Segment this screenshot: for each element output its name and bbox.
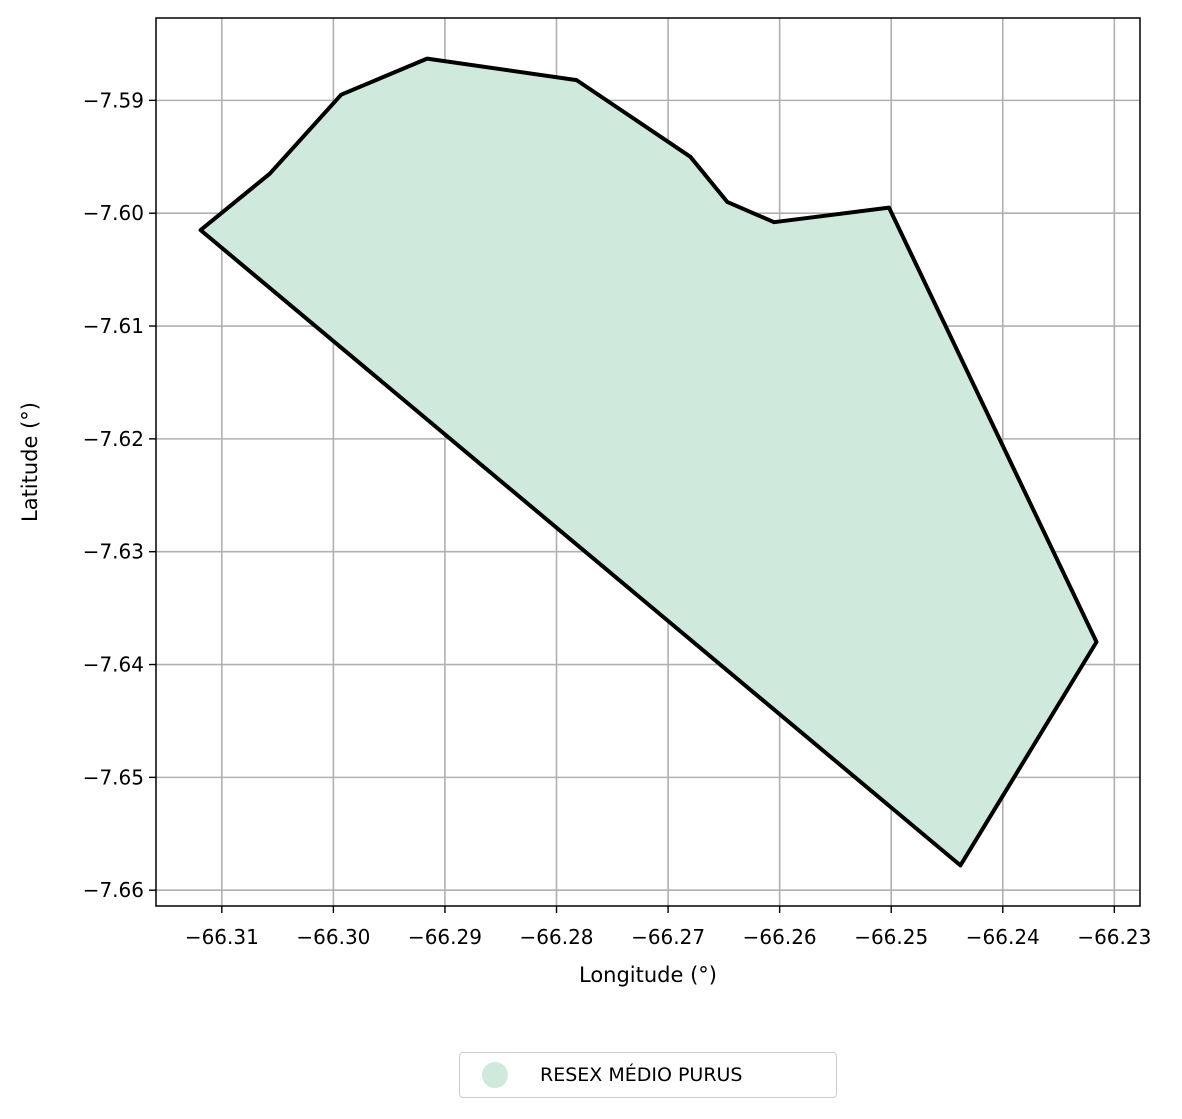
y-axis-ticks: −7.59 −7.60 −7.61 −7.62 −7.63 −7.64 −7.65 −7.66 — [83, 88, 156, 902]
x-tick-label: −66.23 — [1077, 925, 1151, 949]
y-tick-label: −7.60 — [83, 201, 144, 225]
x-tick-label: −66.26 — [743, 925, 817, 949]
y-tick-label: −7.65 — [83, 765, 144, 789]
y-tick-label: −7.61 — [83, 314, 144, 338]
y-tick-label: −7.64 — [83, 653, 144, 677]
x-axis-ticks: −66.31 −66.30 −66.29 −66.28 −66.27 −66.26 −66.… — [185, 906, 1151, 949]
x-axis-label: Longitude (°) — [579, 963, 717, 987]
y-tick-label: −7.59 — [83, 88, 144, 112]
y-axis-label: Latitude (°) — [18, 402, 42, 522]
x-tick-label: −66.27 — [631, 925, 705, 949]
legend-label: RESEX MÉDIO PURUS — [540, 1064, 743, 1086]
y-tick-label: −7.66 — [83, 878, 144, 902]
y-tick-label: −7.63 — [83, 540, 144, 564]
polygon-layer — [198, 56, 1099, 868]
x-tick-label: −66.29 — [408, 925, 482, 949]
x-tick-label: −66.24 — [966, 925, 1040, 949]
x-tick-label: −66.28 — [520, 925, 594, 949]
resex-polygon — [198, 56, 1099, 868]
legend: RESEX MÉDIO PURUS — [459, 1052, 837, 1098]
plot-frame — [155, 17, 1141, 907]
x-tick-label: −66.31 — [185, 925, 259, 949]
x-tick-label: −66.30 — [296, 925, 370, 949]
legend-marker — [482, 1062, 508, 1088]
y-tick-label: −7.62 — [83, 427, 144, 451]
x-tick-label: −66.25 — [854, 925, 928, 949]
